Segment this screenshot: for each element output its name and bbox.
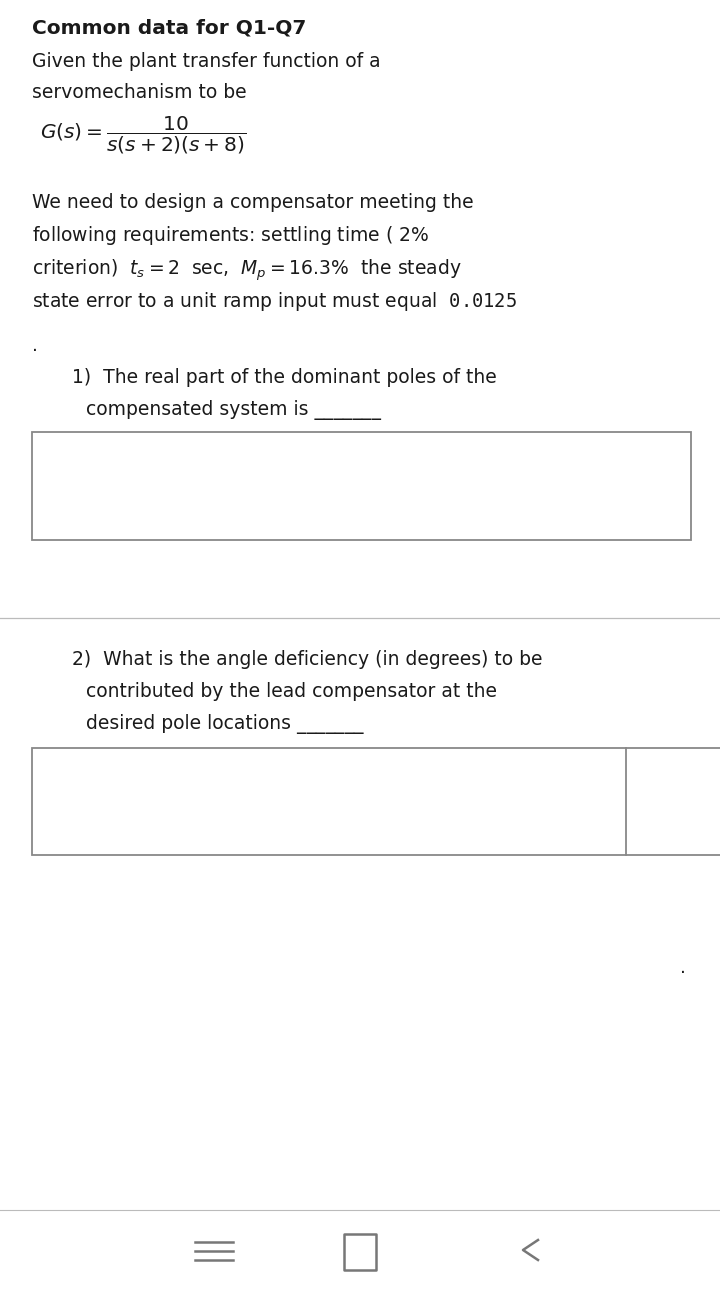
Text: .: . <box>32 335 38 355</box>
Text: compensated system is _______: compensated system is _______ <box>86 400 381 421</box>
Text: criterion)  $t_s = 2$  sec,  $M_p = 16.3\%$  the steady: criterion) $t_s = 2$ sec, $M_p = 16.3\%$… <box>32 257 462 283</box>
Bar <box>32 748 626 855</box>
Text: following requirements: settling time ( $2\%$: following requirements: settling time ( … <box>32 224 430 246</box>
Text: desired pole locations _______: desired pole locations _______ <box>86 713 364 734</box>
Text: servomechanism to be: servomechanism to be <box>32 83 247 102</box>
Text: We need to design a compensator meeting the: We need to design a compensator meeting … <box>32 194 474 212</box>
Text: $G(s) = \dfrac{10}{s(s+2)(s+8)}$: $G(s) = \dfrac{10}{s(s+2)(s+8)}$ <box>40 115 247 156</box>
Text: 1)  The real part of the dominant poles of the: 1) The real part of the dominant poles o… <box>72 368 497 387</box>
Text: Common data for Q1-Q7: Common data for Q1-Q7 <box>32 18 307 37</box>
Bar <box>344 1235 376 1269</box>
Bar <box>32 432 691 541</box>
Text: .: . <box>680 958 686 977</box>
Text: 2)  What is the angle deficiency (in degrees) to be: 2) What is the angle deficiency (in degr… <box>72 650 542 670</box>
Text: contributed by the lead compensator at the: contributed by the lead compensator at t… <box>86 682 497 700</box>
Text: Given the plant transfer function of a: Given the plant transfer function of a <box>32 52 381 71</box>
Text: state error to a unit ramp input must equal  $\mathtt{0.0125}$: state error to a unit ramp input must eq… <box>32 290 518 313</box>
